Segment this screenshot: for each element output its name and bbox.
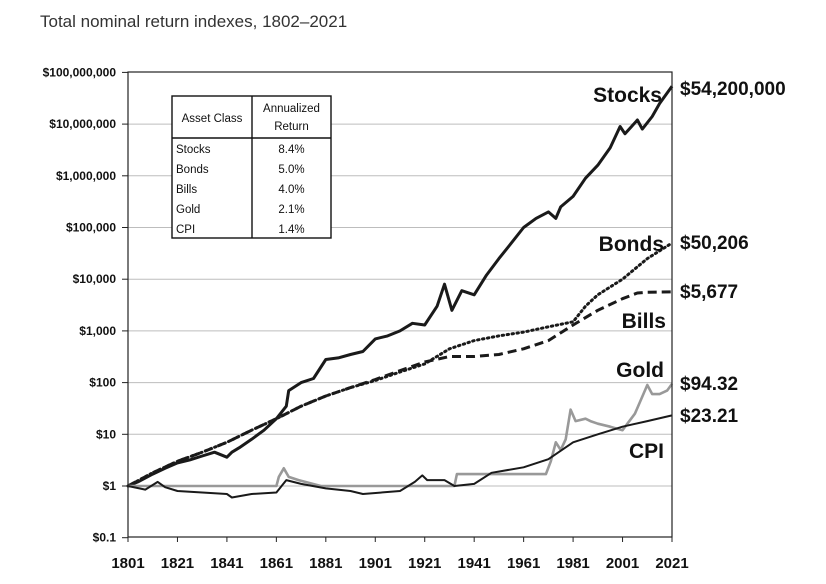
series-name-label-cpi: CPI <box>629 440 664 463</box>
table-cell-asset: Gold <box>176 204 200 216</box>
x-tick-label: 1801 <box>111 555 144 572</box>
series-end-value-cpi: $23.21 <box>680 406 739 427</box>
x-axis-ticks: 1801 1821 1841 1861 1881 1901 1921 1941 1961 1981… <box>111 537 689 572</box>
table-cell-return: 4.0% <box>278 184 304 196</box>
x-tick-label: 1921 <box>408 555 441 572</box>
series-line-stocks <box>127 85 674 488</box>
y-tick-label: $10,000 <box>73 272 117 286</box>
table-cell-asset: Stocks <box>176 144 211 156</box>
x-tick-label: 1841 <box>210 555 243 572</box>
y-tick-label: $10 <box>96 427 116 441</box>
table-header-word: Return <box>274 121 309 133</box>
series-line-gold <box>128 383 674 488</box>
series-name-label-bonds: Bonds <box>599 233 664 256</box>
x-tick-label: 1901 <box>359 555 392 572</box>
annualized-return-table: Asset Class Annualized Return Stocks 8.4% Bon… <box>171 95 332 239</box>
x-tick-label: 1941 <box>457 555 490 572</box>
y-tick-label: $0.1 <box>93 531 117 545</box>
x-tick-label: 1861 <box>260 555 293 572</box>
table-header-annualized-return: Annualized Return <box>263 103 320 133</box>
table-cell-return: 8.4% <box>278 144 304 156</box>
table-cell-asset: Bills <box>176 184 197 196</box>
series-name-label-bills: Bills <box>622 310 666 333</box>
series-end-value-bonds: $50,206 <box>680 233 749 254</box>
series-labels: Stocks $54,200,000 Bonds $50,206 Bills $5,677… <box>593 79 786 463</box>
y-tick-label: $1 <box>103 479 117 493</box>
table-header-word: Annualized <box>263 103 320 115</box>
x-tick-label: 1981 <box>556 555 589 572</box>
y-tick-label: $1,000 <box>79 324 116 338</box>
y-tick-label: $1,000,000 <box>56 169 116 183</box>
y-axis-ticks: $100,000,000 $10,000,000 $1,000,000 $100,00… <box>43 65 128 545</box>
series-name-label-gold: Gold <box>616 359 664 382</box>
y-tick-label: $10,000,000 <box>49 117 116 131</box>
table-header-asset-class: Asset Class <box>182 113 243 125</box>
series-end-value-gold: $94.32 <box>680 374 738 395</box>
x-tick-label: 1881 <box>309 555 342 572</box>
x-tick-label: 1961 <box>507 555 540 572</box>
series-end-value-bills: $5,677 <box>680 282 738 303</box>
chart-title: Total nominal return indexes, 1802–2021 <box>40 12 347 31</box>
plot-frame <box>127 71 673 538</box>
table-cell-return: 2.1% <box>278 204 304 216</box>
series-lines <box>126 85 674 499</box>
table-cell-asset: Bonds <box>176 164 209 176</box>
x-tick-label: 2021 <box>655 555 688 572</box>
series-name-label-stocks: Stocks <box>593 84 662 107</box>
series-line-cpi <box>127 414 673 499</box>
y-tick-label: $100,000,000 <box>43 65 117 79</box>
table-cell-return: 5.0% <box>278 164 304 176</box>
y-tick-label: $100 <box>89 376 116 390</box>
series-end-value-stocks: $54,200,000 <box>680 79 786 100</box>
series-line-bills <box>127 290 673 488</box>
y-tick-label: $100,000 <box>66 221 116 235</box>
x-tick-label: 1821 <box>161 555 194 572</box>
x-tick-label: 2001 <box>606 555 639 572</box>
table-cell-asset: CPI <box>176 224 195 236</box>
table-cell-return: 1.4% <box>278 224 304 236</box>
